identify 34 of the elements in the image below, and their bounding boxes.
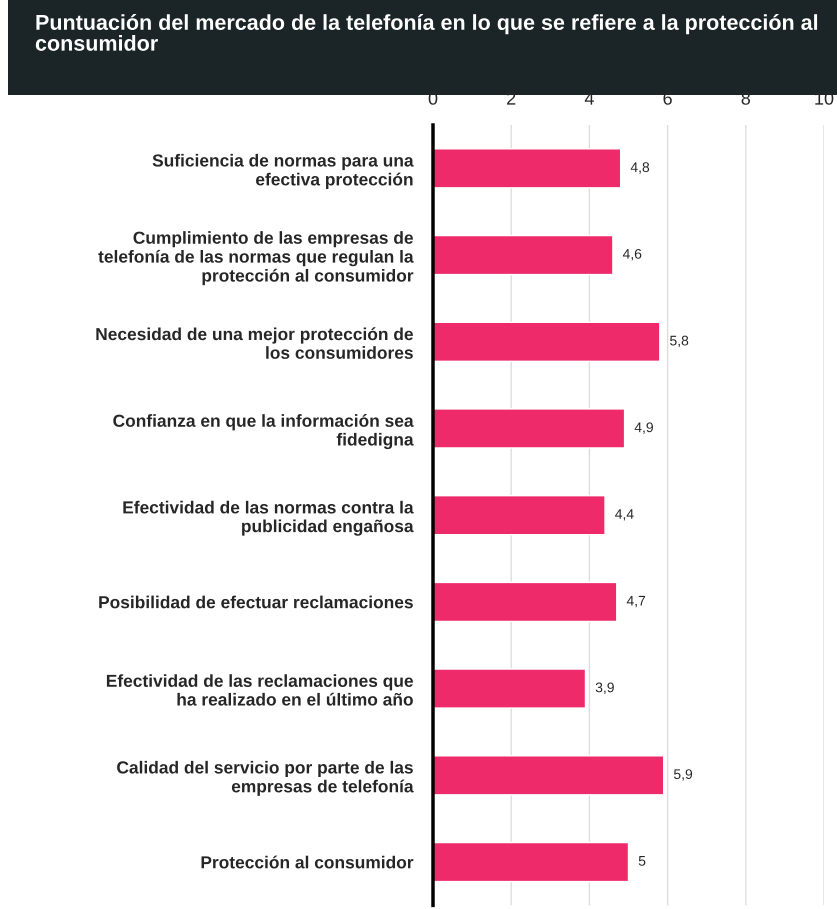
bar — [433, 494, 606, 536]
bar — [433, 148, 622, 189]
bar — [433, 842, 630, 882]
data-label: 3,9 — [596, 682, 614, 694]
data-label: 5,9 — [674, 769, 692, 781]
y-tick-label: Efectividad de las reclamaciones que ha realizado en el último año — [106, 674, 413, 706]
y-tick-label: Efectividad de las normas contra la publicidad engañosa — [123, 500, 414, 536]
x-tick-label: 6 — [663, 92, 672, 105]
y-tick-label: Cumplimiento de las empresas de telefonía de las normas que regulan la protección al consumidor — [98, 231, 414, 286]
y-tick-label: Suficiencia de normas para una efectiva protección — [152, 154, 414, 189]
bar — [433, 408, 626, 449]
x-tick-label: 2 — [507, 92, 516, 105]
bar — [433, 234, 614, 276]
bar — [433, 755, 664, 796]
data-label: 5,8 — [670, 336, 688, 348]
bar — [433, 582, 618, 622]
chart-title: Puntuación del mercado de la telefonía en lo que se refiere a la protección al consumidor — [36, 14, 818, 51]
y-tick-label: Confianza en que la información sea fidedigna — [113, 414, 414, 450]
x-tick-label: 8 — [742, 92, 750, 105]
data-label: 4,7 — [626, 596, 646, 608]
x-tick-label: 0 — [428, 92, 438, 105]
data-label: 4,6 — [622, 248, 642, 260]
x-tick-label: 4 — [584, 92, 594, 105]
data-label: 4,4 — [615, 509, 634, 521]
y-tick-label: Necesidad de una mejor protección de los consumidores — [96, 327, 413, 359]
y-tick-label: Protección al consumidor — [202, 856, 414, 868]
bar — [433, 668, 586, 709]
x-tick-label: 10 — [815, 92, 834, 105]
y-tick-label: Calidad del servicio por parte de las empresas de telefonía — [117, 760, 414, 796]
data-label: 5 — [638, 856, 646, 866]
bar — [433, 322, 660, 362]
data-label: 4,9 — [634, 422, 653, 434]
y-tick-label: Posibilidad de efectuar reclamaciones — [99, 596, 413, 608]
data-label: 4,8 — [630, 162, 650, 174]
